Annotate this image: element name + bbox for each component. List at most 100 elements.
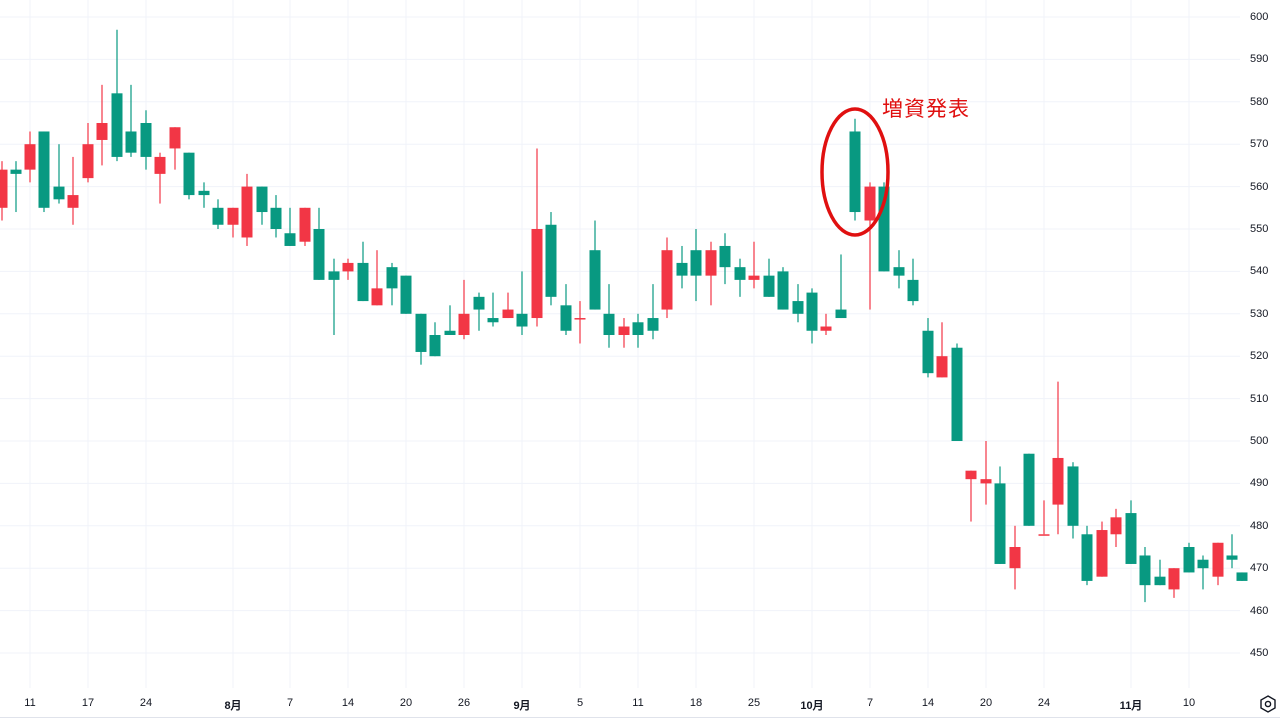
price-tick-label: 600 [1250,11,1269,23]
candle [1067,462,1079,539]
candles [0,29,1248,603]
price-tick-label: 450 [1250,647,1269,659]
time-tick-label: 14 [341,697,355,709]
candle [1052,381,1064,535]
candle [111,29,123,162]
candle [531,148,543,327]
price-tick-label: 490 [1250,477,1269,490]
time-tick-label: 25 [747,697,761,709]
candle [0,161,8,221]
time-tick-label: 7 [866,697,874,709]
candle [183,152,195,200]
candle [618,318,630,348]
candle [1236,572,1248,581]
candle [67,156,79,225]
time-tick-label: 24 [139,697,153,709]
candle [487,292,499,327]
candle [1212,542,1224,586]
grid-lines [0,0,1240,688]
candle [777,267,789,310]
candle [647,284,659,340]
candle [574,301,586,344]
candle [1110,508,1122,547]
candle [748,241,760,289]
time-tick-label: 8月 [224,700,242,712]
time-tick-label: 20 [979,697,993,709]
time-tick-label: 10月 [800,700,824,712]
time-tick-label: 20 [399,697,413,709]
candle [922,318,934,378]
time-tick-label: 11月 [1119,700,1143,712]
candle [965,470,977,522]
candle [284,207,296,246]
candle [806,288,818,344]
candle [907,258,919,306]
candle [1096,521,1108,577]
candle [169,127,181,170]
price-tick-label: 560 [1250,180,1269,193]
candle [1183,542,1195,573]
candle [444,305,456,335]
candle [227,207,239,238]
candle [516,271,528,335]
candle [676,245,688,289]
time-tick-label: 17 [81,697,95,709]
candle [24,131,36,183]
price-tick-label: 530 [1250,307,1269,320]
candle [560,284,572,335]
candle [1168,568,1180,598]
time-tick-label: 9月 [513,700,531,712]
candle [10,161,22,213]
candle [313,207,325,280]
price-tick-label: 570 [1250,138,1269,151]
candle [458,279,470,340]
candle [1009,525,1021,590]
candle [429,322,441,357]
time-tick-label: 14 [921,697,935,709]
candle [386,262,398,306]
price-tick-label: 480 [1250,519,1269,532]
price-tick-label: 520 [1250,350,1269,363]
candle [299,207,311,246]
price-tick-label: 510 [1250,392,1269,405]
time-tick-label: 7 [286,697,294,709]
candle [705,241,717,306]
candle [1139,547,1151,603]
time-tick-label: 11 [632,697,644,709]
price-tick-label: 470 [1250,562,1269,575]
candle [994,466,1006,564]
time-tick-label: 26 [457,697,471,709]
candle [1038,500,1050,536]
candle [1023,453,1035,526]
candle [154,152,166,204]
price-tick-label: 590 [1250,53,1269,66]
annotation-label: 増資発表 [882,98,970,121]
chart-settings-button[interactable] [1258,694,1278,714]
candle [256,186,268,225]
candle [849,118,861,221]
price-tick-label: 460 [1250,604,1269,617]
time-tick-label: 5 [576,697,584,709]
candle [719,233,731,285]
candle [1081,525,1093,586]
candle [357,241,369,302]
candle [125,84,137,157]
candle [936,322,948,378]
price-tick-label: 540 [1250,265,1269,278]
candle [241,173,253,246]
candle [893,250,905,289]
candle [328,258,340,335]
price-tick-label: 500 [1250,435,1269,447]
candle [1226,534,1238,569]
candle [1125,500,1137,564]
candle [545,212,557,306]
candle [140,110,152,170]
candle [835,254,847,319]
axis-divider [0,717,1280,718]
time-tick-label: 24 [1037,697,1051,709]
candle [212,199,224,229]
candle [589,220,601,310]
candle [342,258,354,280]
candle [951,343,963,441]
